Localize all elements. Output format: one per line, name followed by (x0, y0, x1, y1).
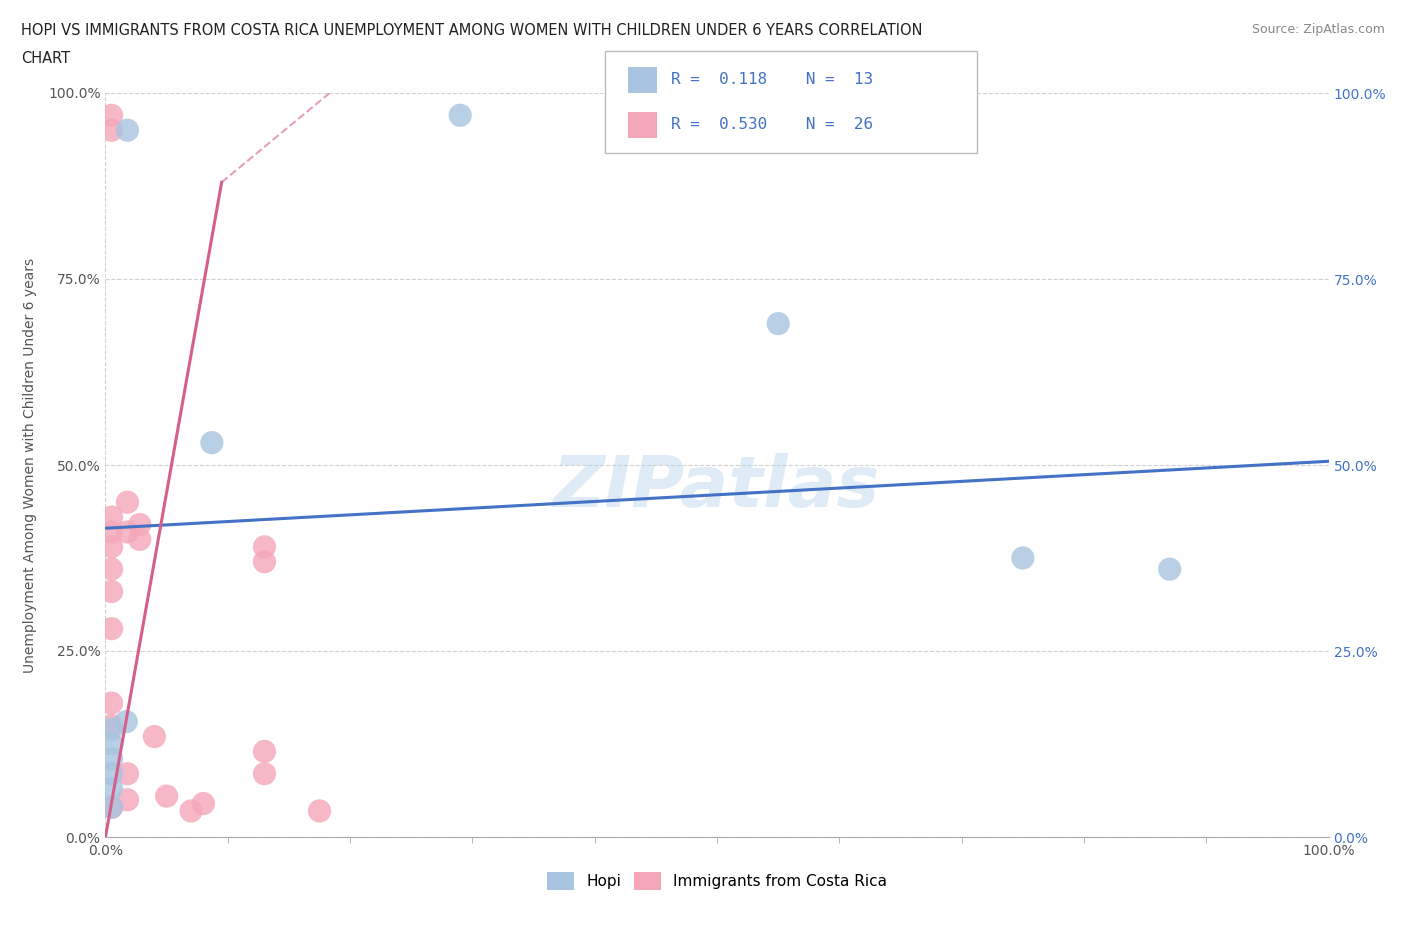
Point (201, 435, 224, 450)
Point (100, 584, 122, 599)
Point (193, 796, 215, 811)
Text: HOPI VS IMMIGRANTS FROM COSTA RICA UNEMPLOYMENT AMONG WOMEN WITH CHILDREN UNDER : HOPI VS IMMIGRANTS FROM COSTA RICA UNEMP… (21, 23, 922, 38)
Point (100, 108, 122, 123)
Point (128, 517, 150, 532)
Point (100, 539, 122, 554)
Point (117, 495, 139, 510)
Text: Source: ZipAtlas.com: Source: ZipAtlas.com (1251, 23, 1385, 36)
Text: R =  0.530    N =  26: R = 0.530 N = 26 (671, 117, 873, 132)
Point (115, 714, 138, 729)
Point (253, 766, 276, 781)
Text: CHART: CHART (21, 51, 70, 66)
Point (128, 532, 150, 547)
Point (253, 539, 276, 554)
Point (117, 525, 139, 539)
Point (156, 789, 179, 804)
Point (253, 744, 276, 759)
Point (100, 718, 122, 733)
Point (143, 729, 166, 744)
Y-axis label: Unemployment Among Women with Children Under 6 years: Unemployment Among Women with Children U… (22, 258, 37, 672)
Point (100, 525, 122, 539)
Point (100, 781, 122, 796)
Point (100, 510, 122, 525)
Point (100, 562, 122, 577)
Point (117, 766, 139, 781)
Point (100, 800, 122, 815)
Point (117, 792, 139, 807)
Point (100, 766, 122, 781)
Text: R =  0.118    N =  13: R = 0.118 N = 13 (671, 73, 873, 87)
Point (180, 804, 202, 818)
Point (100, 722, 122, 737)
Text: ZIPatlas: ZIPatlas (554, 453, 880, 522)
Point (449, 108, 471, 123)
Point (100, 696, 122, 711)
Point (100, 800, 122, 815)
Point (100, 621, 122, 636)
Point (100, 751, 122, 766)
Legend: Hopi, Immigrants from Costa Rica: Hopi, Immigrants from Costa Rica (541, 866, 893, 897)
Point (100, 737, 122, 751)
Point (1011, 551, 1033, 565)
Point (100, 123, 122, 138)
Point (117, 123, 139, 138)
Point (308, 804, 330, 818)
Point (768, 316, 790, 331)
Point (1159, 562, 1181, 577)
Point (253, 554, 276, 569)
